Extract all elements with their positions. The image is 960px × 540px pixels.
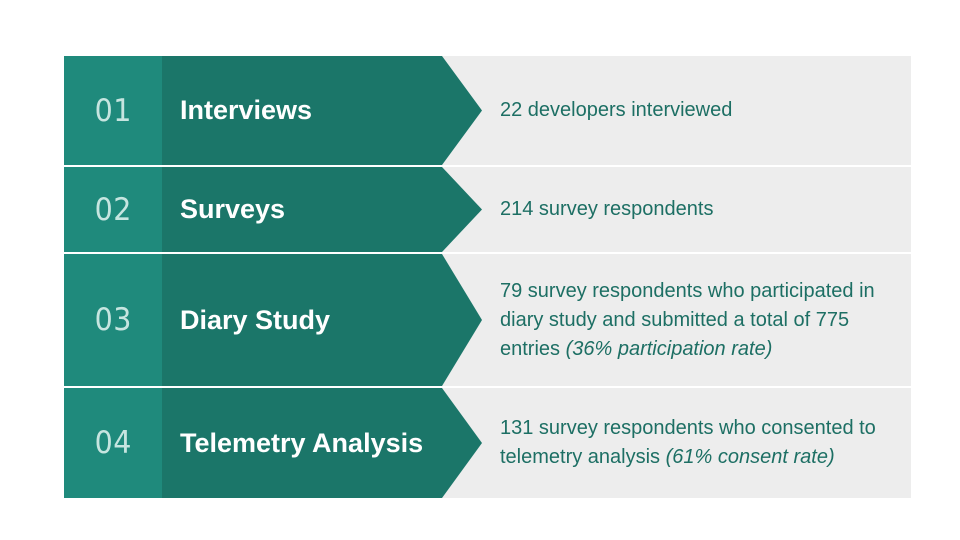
method-row-telemetry-analysis: 04 Telemetry Analysis 131 survey respond… — [64, 388, 911, 498]
row-number: 01 — [94, 92, 132, 129]
row-description-text: 22 developers interviewed — [500, 99, 733, 121]
row-description: 214 survey respondents — [500, 167, 900, 252]
row-label: Surveys — [180, 194, 286, 224]
row-description: 131 survey respondents who consented to … — [500, 388, 900, 498]
chevron-arrow — [162, 254, 482, 386]
row-description: 22 developers interviewed — [500, 56, 900, 165]
row-description: 79 survey respondents who participated i… — [500, 254, 900, 386]
chevron-arrow — [162, 56, 482, 165]
row-label: Diary Study — [180, 304, 331, 335]
row-description-text: 131 survey respondents who consented to … — [500, 417, 876, 468]
method-row-interviews: 01 Interviews 22 developers interviewed — [64, 56, 911, 165]
row-number-cell: 04 — [64, 388, 162, 498]
row-number: 02 — [94, 191, 132, 228]
row-description-text: 214 survey respondents — [500, 198, 714, 220]
method-row-surveys: 02 Surveys 214 survey respondents — [64, 167, 911, 252]
row-number-cell: 01 — [64, 56, 162, 165]
row-number: 04 — [94, 425, 132, 461]
chevron-arrow — [162, 167, 482, 252]
method-row-diary-study: 03 Diary Study 79 survey respondents who… — [64, 254, 911, 386]
chevron-arrow — [162, 388, 482, 498]
row-number-cell: 03 — [64, 254, 162, 386]
row-label: Telemetry Analysis — [180, 427, 424, 458]
row-description-italic: (36% participation rate) — [565, 337, 773, 360]
row-description-italic: (61% consent rate) — [665, 446, 835, 468]
row-description-text: 79 survey respondents who participated i… — [500, 279, 875, 360]
row-number: 03 — [94, 302, 132, 338]
row-number-cell: 02 — [64, 167, 162, 252]
row-label: Interviews — [180, 95, 313, 125]
